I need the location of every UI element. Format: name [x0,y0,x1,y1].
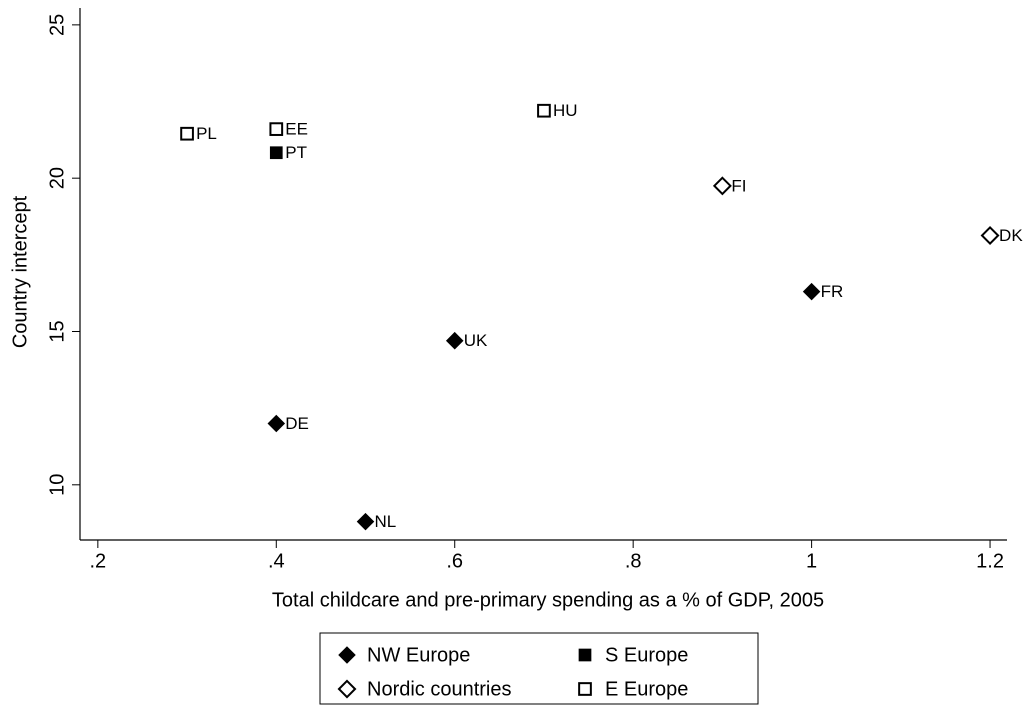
point-label: FI [731,176,746,195]
y-tick-label: 15 [46,320,68,342]
point-marker [445,331,464,350]
point-marker [269,146,283,160]
y-tick-label: 25 [46,14,68,36]
point-marker [980,226,1000,245]
point-marker [269,122,284,136]
legend-label: E Europe [605,678,688,700]
legend-label: NW Europe [367,644,470,666]
y-tick-label: 20 [46,167,68,189]
point-label: DK [999,226,1023,245]
x-tick-label: .2 [90,550,107,572]
point-marker [712,176,732,196]
point-marker [537,103,551,118]
legend-box [319,632,759,705]
point-marker [267,414,286,433]
point-label: HU [553,101,578,120]
point-label: PL [196,124,217,143]
y-axis-title: Country intercept [9,195,31,348]
x-tick-label: .6 [446,550,463,572]
legend-marker [338,646,356,664]
point-label: PT [285,143,307,162]
point-marker [802,282,821,301]
legend-label: S Europe [605,644,688,666]
point-label: FR [821,282,844,301]
x-axis-title: Total childcare and pre-primary spending… [272,589,824,611]
legend-marker [578,682,592,696]
point-label: UK [464,331,488,350]
x-tick-label: 1.2 [976,550,1004,572]
x-tick-label: .8 [625,550,642,572]
point-marker [356,512,375,531]
point-marker [180,126,194,141]
y-tick-label: 10 [46,474,68,496]
legend-label: Nordic countries [367,678,512,700]
x-tick-label: 1 [806,550,817,572]
legend-marker [337,679,357,699]
legend-marker [578,648,592,662]
point-label: NL [375,512,397,531]
point-label: DE [285,414,309,433]
x-tick-label: .4 [268,550,285,572]
point-label: EE [285,120,308,139]
